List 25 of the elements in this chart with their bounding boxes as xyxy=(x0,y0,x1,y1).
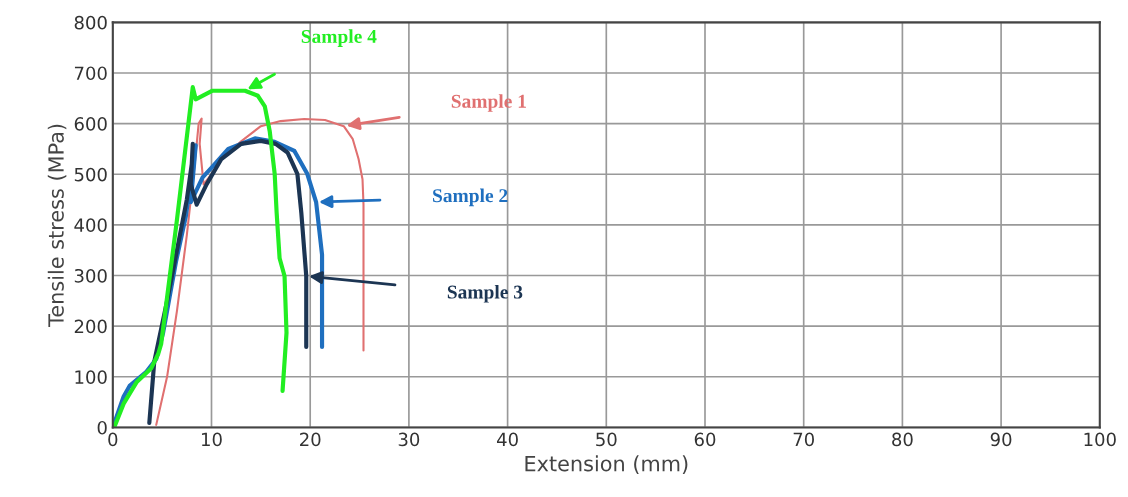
x-tick-label: 10 xyxy=(202,432,222,447)
y-tick-label: 400 xyxy=(74,218,107,233)
text: Sample 3 xyxy=(447,284,523,303)
y-tick-label: 200 xyxy=(74,319,107,334)
text: Sample 2 xyxy=(433,188,508,207)
x-axis-title: Extension (mm) xyxy=(525,455,688,474)
x-tick-label: 80 xyxy=(892,432,913,447)
y-tick-label: 300 xyxy=(74,268,107,283)
x-tick-label: 90 xyxy=(990,432,1012,447)
y-tick-label: 500 xyxy=(74,167,107,182)
text: Sample 4 xyxy=(301,29,377,47)
x-tick-label: 60 xyxy=(694,432,716,447)
y-tick-label: 100 xyxy=(75,370,107,384)
x-tick-label: 20 xyxy=(300,432,321,447)
x-tick-label: 30 xyxy=(398,432,420,447)
y-tick-label: 700 xyxy=(74,66,107,81)
x-tick-label: 70 xyxy=(793,432,814,447)
x-tick-label: 40 xyxy=(497,432,518,447)
x-tick-label: 50 xyxy=(596,432,617,447)
y-axis-title: Tensile stress (MPa) xyxy=(47,124,67,327)
y-tick-label: 0 xyxy=(97,420,107,435)
x-tick-label: 0 xyxy=(108,432,118,447)
x-tick-label: 100 xyxy=(1084,432,1116,447)
y-tick-label: 600 xyxy=(74,117,107,131)
y-tick-label: 800 xyxy=(74,15,107,30)
